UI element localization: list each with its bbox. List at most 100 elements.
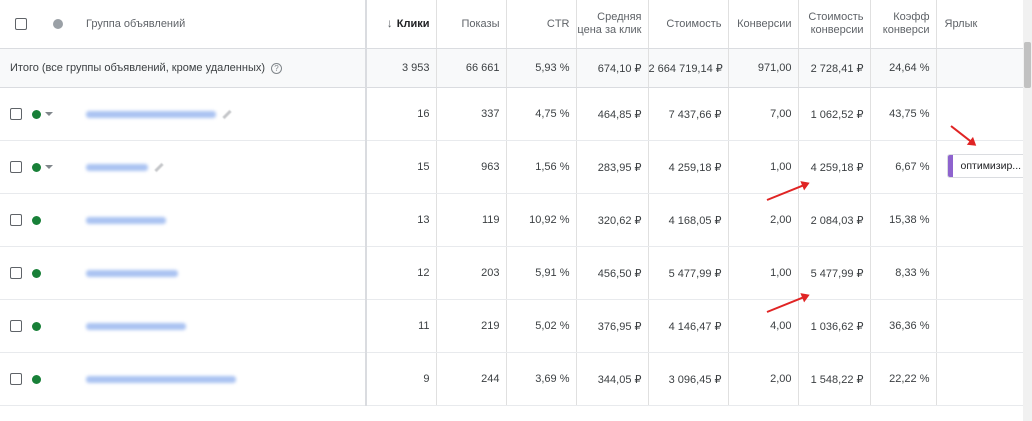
- blurred-group-name[interactable]: [86, 110, 216, 118]
- row-clicks: 16: [365, 87, 436, 141]
- sort-down-arrow-icon: ↓: [386, 16, 393, 30]
- blurred-group-name[interactable]: [86, 269, 178, 277]
- table-row: 9 244 3,69 % 344,05 ₽ 3 096,45 ₽ 2,00 1 …: [0, 352, 1023, 406]
- row-checkbox-cell[interactable]: [0, 140, 32, 194]
- total-row: Итого (все группы объявлений, кроме удал…: [0, 48, 1023, 88]
- row-clicks: 15: [365, 140, 436, 194]
- row-avg-cpc: 344,05 ₽: [575, 352, 648, 406]
- row-cost: 7 437,66 ₽: [647, 87, 728, 141]
- edit-pencil-icon[interactable]: [222, 109, 232, 119]
- row-group-name[interactable]: [72, 299, 366, 353]
- row-checkbox-cell[interactable]: [0, 246, 32, 300]
- header-clicks[interactable]: ↓ Клики: [365, 0, 436, 49]
- row-checkbox-cell[interactable]: [0, 193, 32, 247]
- row-ctr: 3,69 %: [505, 352, 576, 406]
- row-group-name[interactable]: [72, 246, 366, 300]
- row-label-cell: [935, 193, 1023, 247]
- row-status-cell[interactable]: [32, 140, 72, 194]
- header-cost-per-conversion[interactable]: Стоимость конверсии: [797, 0, 870, 49]
- row-status-cell: [32, 352, 72, 406]
- scrollbar-thumb[interactable]: [1024, 42, 1031, 88]
- row-group-name[interactable]: [72, 87, 366, 141]
- row-checkbox-cell[interactable]: [0, 352, 32, 406]
- row-checkbox[interactable]: [10, 320, 22, 333]
- row-cost: 3 096,45 ₽: [647, 352, 728, 406]
- row-group-name[interactable]: [72, 193, 366, 247]
- row-impressions: 119: [435, 193, 506, 247]
- row-ctr: 4,75 %: [505, 87, 576, 141]
- row-status-cell: [32, 246, 72, 300]
- row-group-name[interactable]: [72, 140, 366, 194]
- vertical-scrollbar[interactable]: [1023, 0, 1032, 421]
- header-conversions[interactable]: Конверсии: [727, 0, 798, 49]
- row-avg-cpc: 320,62 ₽: [575, 193, 648, 247]
- header-label[interactable]: Ярлык: [935, 0, 1023, 49]
- total-label-empty: [935, 48, 1023, 88]
- label-chip-text: оптимизир...: [960, 160, 1022, 172]
- status-dropdown-icon[interactable]: [45, 165, 53, 170]
- row-conversion-rate: 22,22 %: [869, 352, 936, 406]
- header-avg-cpc[interactable]: Средняя цена за клик: [575, 0, 648, 49]
- header-cost[interactable]: Стоимость: [647, 0, 728, 49]
- row-checkbox[interactable]: [10, 161, 22, 174]
- row-conversion-rate: 43,75 %: [869, 87, 936, 141]
- header-group[interactable]: Группа объявлений: [72, 0, 366, 49]
- row-conversion-rate: 6,67 %: [869, 140, 936, 194]
- row-status-cell: [32, 193, 72, 247]
- row-cost-per-conversion: 1 036,62 ₽: [797, 299, 870, 353]
- header-ctr[interactable]: CTR: [505, 0, 576, 49]
- status-enabled-icon: [32, 109, 41, 119]
- blurred-group-name[interactable]: [86, 375, 236, 383]
- status-enabled-icon: [32, 268, 41, 278]
- row-avg-cpc: 464,85 ₽: [575, 87, 648, 141]
- blurred-group-name[interactable]: [86, 163, 148, 171]
- row-checkbox-cell[interactable]: [0, 87, 32, 141]
- header-status-cell: [32, 0, 72, 49]
- row-label-cell: [935, 246, 1023, 300]
- row-cost: 4 259,18 ₽: [647, 140, 728, 194]
- row-cost-per-conversion: 1 062,52 ₽: [797, 87, 870, 141]
- header-impressions[interactable]: Показы: [435, 0, 506, 49]
- row-conversions: 4,00: [727, 299, 798, 353]
- header-row: Группа объявлений ↓ Клики Показы CTR Сред…: [0, 0, 1023, 49]
- row-impressions: 203: [435, 246, 506, 300]
- row-checkbox-cell[interactable]: [0, 299, 32, 353]
- row-cost-per-conversion: 4 259,18 ₽: [797, 140, 870, 194]
- header-group-label: Группа объявлений: [86, 17, 186, 30]
- blurred-group-name[interactable]: [86, 216, 166, 224]
- table-row: 11 219 5,02 % 376,95 ₽ 4 146,47 ₽ 4,00 1…: [0, 299, 1023, 353]
- row-group-name[interactable]: [72, 352, 366, 406]
- select-all-checkbox[interactable]: [15, 17, 27, 30]
- blurred-group-name[interactable]: [86, 322, 186, 330]
- row-clicks: 9: [365, 352, 436, 406]
- table-row: 16 337 4,75 % 464,85 ₽ 7 437,66 ₽ 7,00 1…: [0, 87, 1023, 141]
- row-status-cell[interactable]: [32, 87, 72, 141]
- row-label-cell: [935, 352, 1023, 406]
- row-checkbox[interactable]: [10, 214, 22, 227]
- edit-pencil-icon[interactable]: [154, 162, 164, 172]
- ad-groups-table: Группа объявлений ↓ Клики Показы CTR Сред…: [0, 0, 1023, 406]
- row-checkbox[interactable]: [10, 267, 22, 280]
- header-label-text: Ярлык: [944, 17, 978, 30]
- row-conversions: 7,00: [727, 87, 798, 141]
- help-icon[interactable]: ?: [271, 62, 283, 74]
- total-impressions: 66 661: [435, 48, 506, 88]
- table-row: 15 963 1,56 % 283,95 ₽ 4 259,18 ₽ 1,00 4…: [0, 140, 1023, 194]
- header-checkbox-cell[interactable]: [0, 0, 32, 49]
- label-chip[interactable]: оптимизир...: [946, 154, 1023, 178]
- row-conversion-rate: 15,38 %: [869, 193, 936, 247]
- row-status-cell: [32, 299, 72, 353]
- row-label-cell: [935, 299, 1023, 353]
- row-checkbox[interactable]: [10, 108, 22, 121]
- header-conversion-rate[interactable]: Коэфф конверси: [869, 0, 936, 49]
- status-dropdown-icon[interactable]: [45, 112, 53, 117]
- status-enabled-icon: [32, 374, 41, 384]
- row-impressions: 219: [435, 299, 506, 353]
- row-ctr: 5,91 %: [505, 246, 576, 300]
- row-cost: 4 168,05 ₽: [647, 193, 728, 247]
- total-label: Итого (все группы объявлений, кроме удал…: [10, 62, 266, 74]
- row-checkbox[interactable]: [10, 373, 22, 386]
- table-row: 12 203 5,91 % 456,50 ₽ 5 477,99 ₽ 1,00 5…: [0, 246, 1023, 300]
- total-conversion-rate: 24,64 %: [869, 48, 936, 88]
- row-label-cell: [935, 87, 1023, 141]
